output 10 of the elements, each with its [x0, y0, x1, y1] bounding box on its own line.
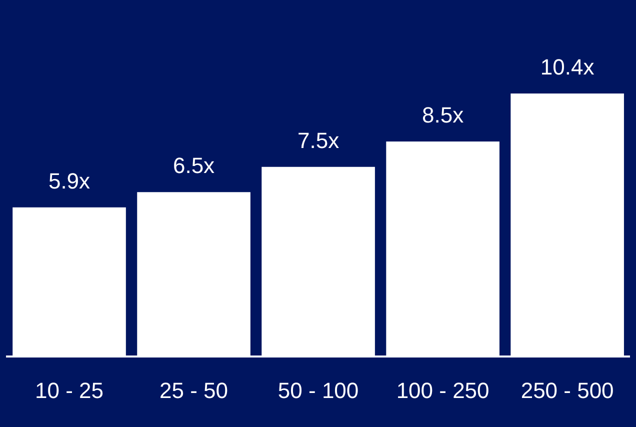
- x-tick-label: 25 - 50: [160, 378, 228, 403]
- x-tick-label: 100 - 250: [396, 378, 490, 403]
- data-label: 8.5x: [422, 102, 464, 128]
- data-label: 6.5x: [172, 153, 215, 178]
- x-tick-label: 10 - 25: [35, 378, 104, 403]
- data-label: 7.5x: [297, 128, 340, 153]
- x-tick-label: 250 - 500: [520, 378, 614, 403]
- x-tick-label: 50 - 100: [278, 378, 359, 403]
- data-label: 5.9x: [48, 168, 90, 194]
- data-label: 10.4x: [540, 54, 594, 80]
